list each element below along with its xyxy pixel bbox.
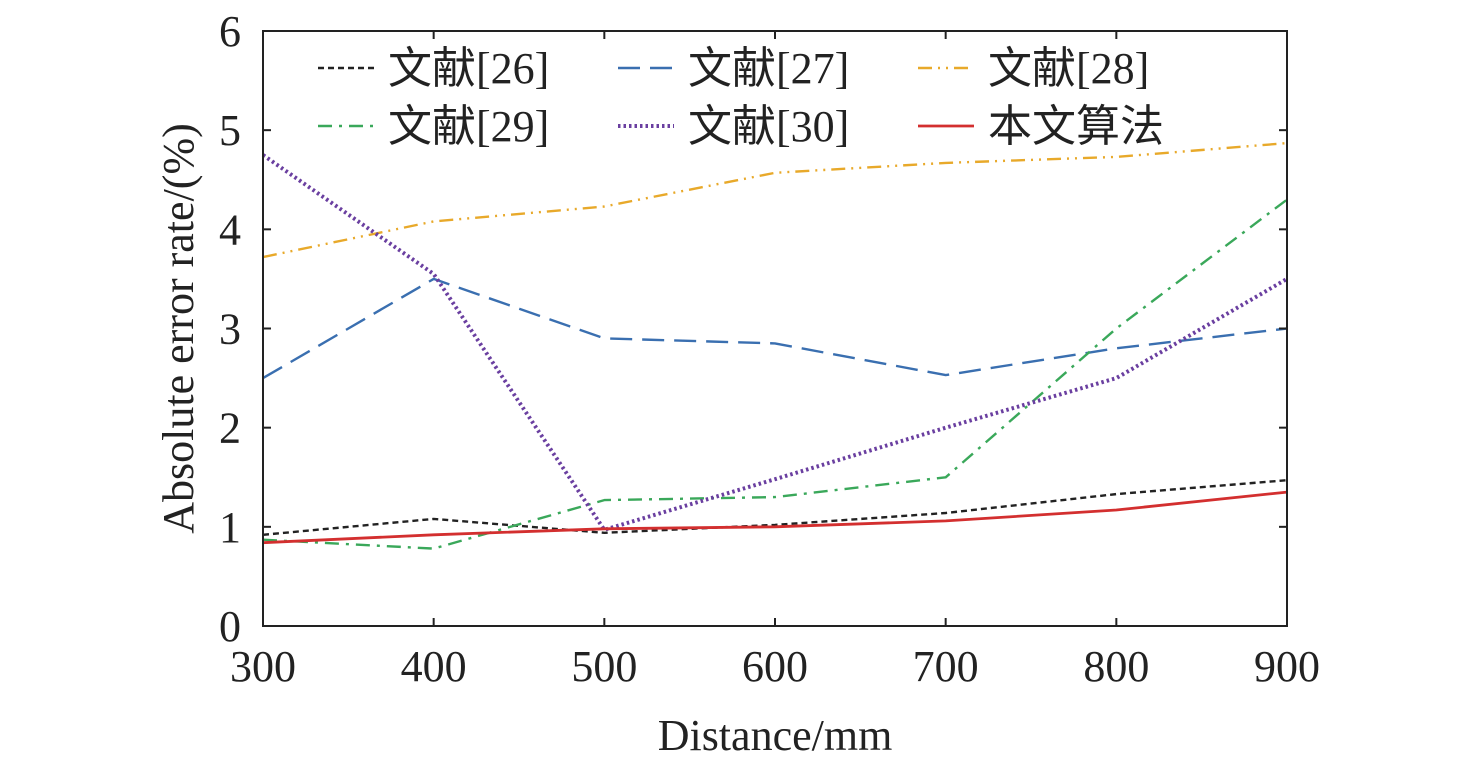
y-tick-label: 6 [219,7,241,56]
legend-label-4: 文献[30] [688,102,849,151]
x-tick-label: 300 [230,642,296,691]
x-tick-label: 700 [913,642,979,691]
y-tick-label: 4 [219,205,241,254]
y-axis-title: Absolute error rate/(%) [154,123,203,533]
x-tick-label: 900 [1254,642,1320,691]
series-line-2 [262,141,1288,259]
legend-label-2: 文献[28] [988,44,1149,93]
y-tick-label: 1 [219,503,241,552]
series-line-4 [261,153,1289,532]
x-axis-title: Distance/mm [658,711,893,760]
y-tick-label: 2 [219,404,241,453]
y-tick-label: 0 [219,602,241,651]
x-tick-label: 500 [571,642,637,691]
legend-label-3: 文献[29] [388,102,549,151]
series-layer [261,141,1289,550]
series-line-1 [262,277,1288,380]
x-tick-label: 800 [1083,642,1149,691]
x-tick-label: 400 [401,642,467,691]
y-tick-label: 3 [219,305,241,354]
legend-label-0: 文献[26] [388,44,549,93]
tick-layer: 300 400 500 600 700 800 900 0 1 2 3 4 5 6 [219,7,1320,691]
series-line-3 [262,198,1288,550]
y-tick-label: 5 [219,106,241,155]
x-tick-label: 600 [742,642,808,691]
legend-label-1: 文献[27] [688,44,849,93]
legend: 文献[26] 文献[27] 文献[28] 文献[29] 文献[30] 本文算法 [318,44,1164,151]
legend-label-5: 本文算法 [988,102,1164,151]
series-line-0 [262,479,1288,536]
series-line-5 [262,490,1288,545]
